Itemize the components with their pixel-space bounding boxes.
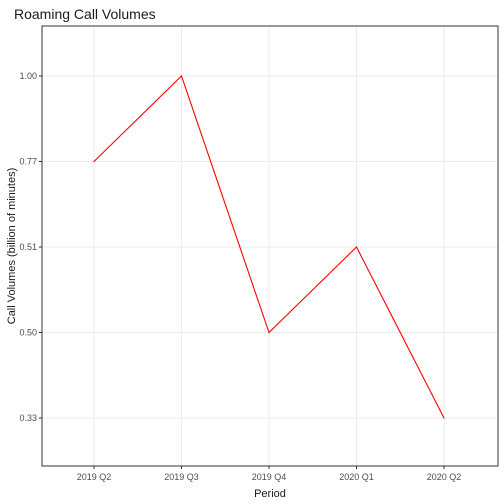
- data-point: [443, 417, 445, 419]
- y-axis-title: Call Volumes (billion of minutes): [6, 168, 18, 325]
- y-tick-label: 0.50: [19, 328, 37, 338]
- grid-lines: [42, 26, 498, 466]
- data-point: [355, 246, 358, 248]
- x-tick-label: 2019 Q2: [77, 472, 112, 482]
- data-point: [93, 160, 95, 163]
- chart-title: Roaming Call Volumes: [14, 6, 156, 22]
- y-tick-label: 0.33: [19, 413, 37, 423]
- x-tick-label: 2020 Q2: [427, 472, 462, 482]
- x-axis: 2019 Q2 2019 Q3 2019 Q4 2020 Q1 2020 Q2: [77, 466, 462, 482]
- y-tick-label: 0.77: [19, 157, 37, 167]
- y-tick-label: 1.00: [19, 71, 37, 81]
- data-point: [268, 331, 270, 334]
- x-tick-label: 2019 Q4: [252, 472, 287, 482]
- y-tick-label: 0.51: [19, 242, 37, 252]
- plot-panel: [41, 25, 499, 467]
- x-tick-label: 2020 Q1: [339, 472, 374, 482]
- data-point: [180, 75, 183, 77]
- y-axis: 0.33 0.50 0.51 0.77 1.00: [19, 71, 42, 423]
- x-axis-title: Period: [254, 488, 286, 500]
- x-tick-label: 2019 Q3: [164, 472, 199, 482]
- series-lines: [93, 74, 445, 419]
